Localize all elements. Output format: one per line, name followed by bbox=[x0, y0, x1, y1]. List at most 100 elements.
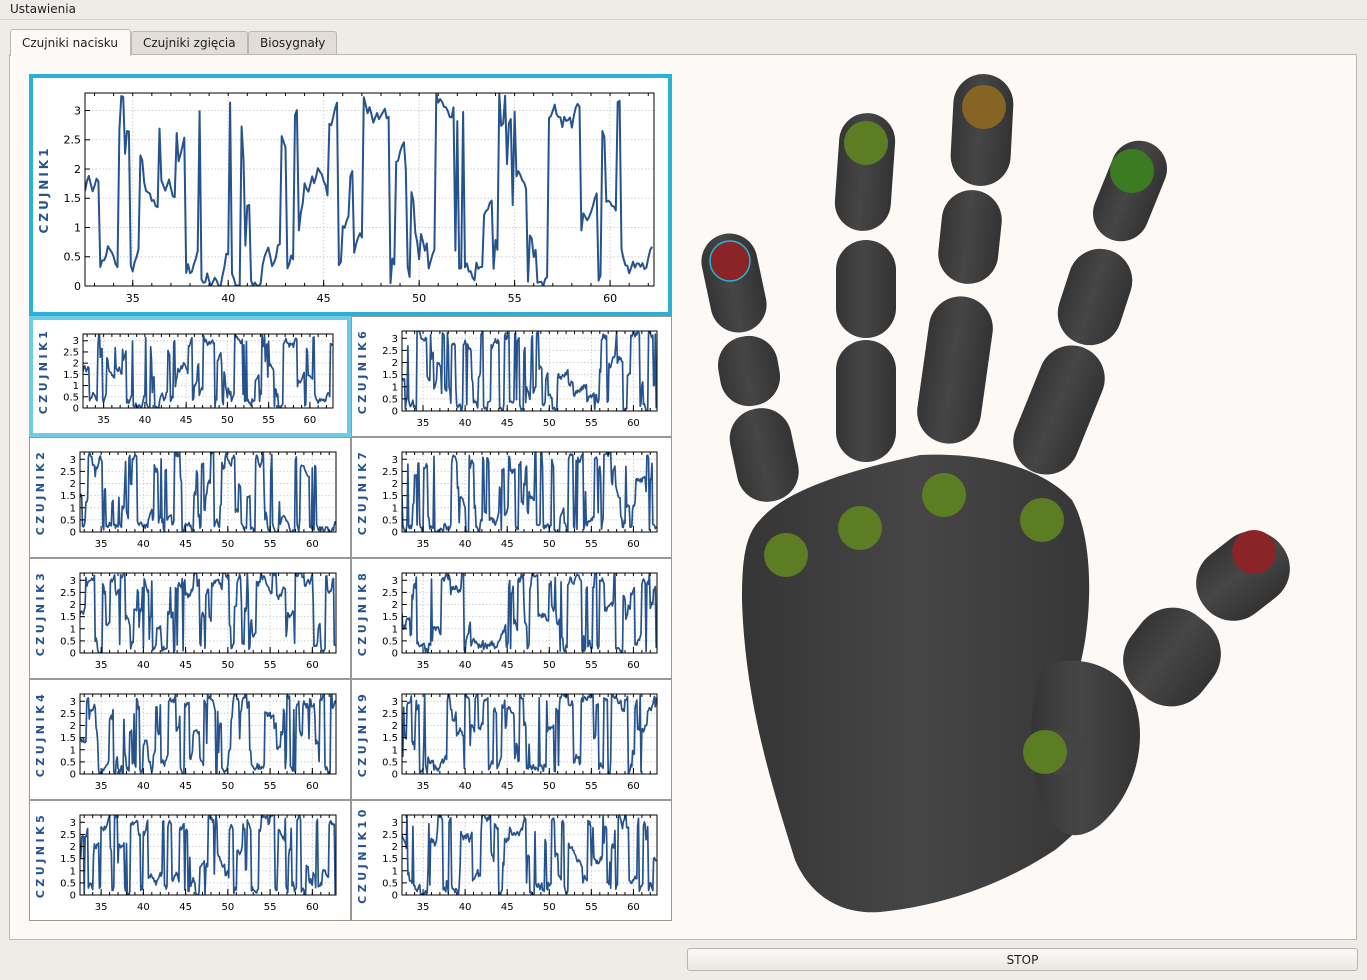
series-line bbox=[402, 331, 657, 411]
y-tick-label: 1.5 bbox=[60, 612, 76, 623]
plot-frame bbox=[401, 693, 658, 775]
y-tick-label: 0.5 bbox=[63, 392, 79, 403]
y-tick-label: 0.5 bbox=[60, 878, 76, 889]
tab-pressure-sensors[interactable]: Czujniki nacisku bbox=[10, 29, 131, 56]
ring-finger-middle-segment bbox=[836, 240, 896, 338]
x-tick-label: 55 bbox=[264, 660, 277, 671]
x-tick-label: 35 bbox=[95, 539, 108, 550]
y-tick-label: 2 bbox=[392, 721, 398, 732]
main-chart-panel[interactable]: 35 40 45 50 55 60 0 0.5 1 1.5 2 2.5 3 CZUJNIK1 bbox=[29, 74, 672, 316]
tab-biosignals[interactable]: Biosygnały bbox=[248, 31, 337, 54]
palm-index-base-indicator[interactable] bbox=[1020, 498, 1064, 542]
plot-area bbox=[80, 452, 336, 532]
x-tick-label: 55 bbox=[585, 539, 598, 550]
sensor-chart-9[interactable]: 35 40 45 50 55 60 0 0.5 1 1.5 2 2.5 3 CZUJNIK9 bbox=[351, 679, 672, 800]
x-tick-label: 50 bbox=[221, 539, 234, 550]
menu-settings[interactable]: Ustawienia bbox=[10, 2, 76, 16]
y-axis-label: CZUJNIK6 bbox=[356, 328, 369, 415]
middle-finger-middle-segment bbox=[938, 190, 1002, 284]
y-tick-label: 1.5 bbox=[63, 370, 79, 381]
y-tick-label: 1 bbox=[73, 381, 79, 392]
sensor-chart-2[interactable]: 35 40 45 50 55 60 0 0.5 1 1.5 2 2.5 3 CZUJNIK2 bbox=[29, 437, 351, 558]
plot-area bbox=[83, 334, 333, 408]
x-tick-label: 40 bbox=[137, 539, 150, 550]
y-tick-label: 2.5 bbox=[382, 467, 398, 478]
y-axis-label: CZUJNIK3 bbox=[34, 570, 47, 657]
hand-view bbox=[690, 60, 1350, 930]
y-tick-label: 2 bbox=[70, 600, 76, 611]
x-tick-label: 50 bbox=[543, 902, 556, 913]
stop-button[interactable]: STOP bbox=[687, 948, 1358, 971]
y-tick-label: 2 bbox=[70, 721, 76, 732]
ring-finger-base-segment bbox=[836, 340, 896, 462]
x-tick-label: 45 bbox=[179, 539, 192, 550]
sensor-chart-8[interactable]: 35 40 45 50 55 60 0 0.5 1 1.5 2 2.5 3 CZUJNIK8 bbox=[351, 558, 672, 679]
sensor-chart-7[interactable]: 35 40 45 50 55 60 0 0.5 1 1.5 2 2.5 3 CZUJNIK7 bbox=[351, 437, 672, 558]
x-tick-label: 50 bbox=[543, 660, 556, 671]
x-tick-label: 35 bbox=[417, 660, 430, 671]
x-tick-label: 55 bbox=[585, 781, 598, 792]
x-tick-label: 40 bbox=[137, 660, 150, 671]
sensor-chart-10[interactable]: 35 40 45 50 55 60 0 0.5 1 1.5 2 2.5 3 CZUJNIK10 bbox=[351, 800, 672, 921]
y-axis-label: CZUJNIK9 bbox=[356, 691, 369, 778]
ring-finger-tip-indicator[interactable] bbox=[844, 121, 888, 165]
y-tick-label: 3 bbox=[392, 334, 398, 345]
x-tick-label: 40 bbox=[221, 292, 235, 305]
y-tick-label: 0.5 bbox=[382, 878, 398, 889]
sensor-chart-5[interactable]: 35 40 45 50 55 60 0 0.5 1 1.5 2 2.5 3 CZUJNIK5 bbox=[29, 800, 351, 921]
x-tick-label: 55 bbox=[264, 902, 277, 913]
y-tick-label: 2 bbox=[74, 163, 81, 176]
series-line bbox=[85, 93, 653, 286]
palm-little-base-indicator[interactable] bbox=[764, 533, 808, 577]
y-tick-label: 1 bbox=[392, 624, 398, 635]
x-tick-label: 60 bbox=[306, 902, 319, 913]
tab-bend-sensors[interactable]: Czujniki zgięcia bbox=[131, 31, 248, 54]
y-tick-label: 3 bbox=[74, 104, 81, 117]
hand-model bbox=[701, 74, 1290, 913]
x-tick-label: 60 bbox=[627, 902, 640, 913]
plot-frame bbox=[79, 814, 337, 896]
little-finger-tip-indicator[interactable] bbox=[709, 240, 751, 282]
y-tick-label: 1 bbox=[70, 624, 76, 635]
x-tick-label: 45 bbox=[501, 781, 514, 792]
middle-finger-tip-indicator[interactable] bbox=[962, 85, 1006, 129]
plot-area bbox=[85, 93, 654, 286]
y-tick-label: 0 bbox=[392, 649, 398, 660]
sensor-chart-6[interactable]: 35 40 45 50 55 60 0 0.5 1 1.5 2 2.5 3 CZUJNIK6 bbox=[351, 316, 672, 437]
y-axis-label: CZUJNIK4 bbox=[34, 691, 47, 778]
x-tick-label: 40 bbox=[139, 415, 152, 426]
x-tick-label: 35 bbox=[417, 418, 430, 429]
y-tick-label: 0 bbox=[392, 770, 398, 781]
thumb-tip-indicator[interactable] bbox=[1232, 530, 1276, 574]
y-tick-label: 2.5 bbox=[60, 467, 76, 478]
chart-svg: 35 40 45 50 55 60 0 0.511.522.53 CZUJNIK7 bbox=[356, 449, 658, 550]
y-axis-label: CZUJNIK7 bbox=[356, 449, 369, 536]
y-tick-label: 0.5 bbox=[60, 636, 76, 647]
chart-svg: 35 40 45 50 55 60 0 0.511.522.53 CZUJNIK2 bbox=[34, 449, 337, 550]
y-tick-label: 0.5 bbox=[64, 251, 82, 264]
y-tick-label: 0.5 bbox=[60, 757, 76, 768]
series-line bbox=[80, 815, 336, 895]
y-tick-label: 1 bbox=[392, 503, 398, 514]
palm-ring-base-indicator[interactable] bbox=[838, 506, 882, 550]
x-tick-label: 60 bbox=[603, 292, 617, 305]
y-tick-label: 1 bbox=[70, 866, 76, 877]
y-tick-label: 0.5 bbox=[60, 515, 76, 526]
x-tick-label: 55 bbox=[585, 418, 598, 429]
x-tick-label: 60 bbox=[306, 781, 319, 792]
sensor-chart-1[interactable]: 35 40 45 50 55 60 0 0.5 1 1.5 2 2.5 3 CZUJNIK1 bbox=[29, 316, 351, 437]
x-tick-label: 45 bbox=[179, 781, 192, 792]
palm-middle-base-indicator[interactable] bbox=[922, 473, 966, 517]
y-tick-label: 0 bbox=[74, 280, 81, 293]
sensor-chart-4[interactable]: 35 40 45 50 55 60 0 0.5 1 1.5 2 2.5 3 CZUJNIK4 bbox=[29, 679, 351, 800]
y-tick-label: 2 bbox=[392, 842, 398, 853]
sensor-chart-3[interactable]: 35 40 45 50 55 60 0 0.5 1 1.5 2 2.5 3 CZUJNIK3 bbox=[29, 558, 351, 679]
y-tick-label: 2.5 bbox=[63, 347, 79, 358]
palm-thumb-base-indicator[interactable] bbox=[1023, 730, 1067, 774]
series-line bbox=[402, 694, 657, 774]
x-tick-label: 50 bbox=[543, 781, 556, 792]
x-tick-label: 35 bbox=[417, 902, 430, 913]
index-finger-tip-indicator[interactable] bbox=[1110, 149, 1154, 193]
